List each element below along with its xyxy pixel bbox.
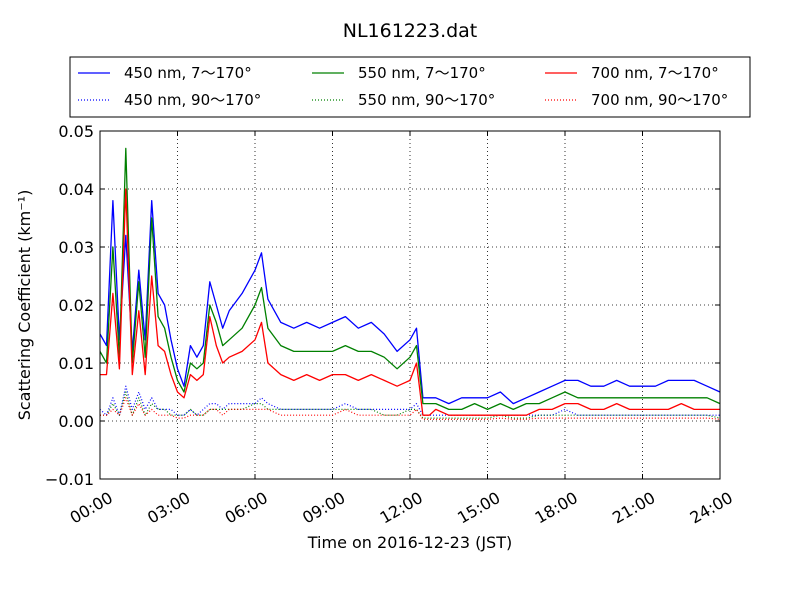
y-tick-label: 0.00 [58, 412, 94, 431]
x-tick-label: 15:00 [454, 488, 503, 528]
chart-title: NL161223.dat [343, 20, 478, 42]
x-tick-label: 24:00 [687, 488, 736, 528]
series-line-5 [100, 188, 720, 416]
series-line-2 [99, 385, 720, 416]
legend-label: 450 nm, 7～170° [124, 64, 252, 82]
legend-label: 700 nm, 90～170° [591, 91, 728, 109]
y-axis-label: Scattering Coefficient (km⁻¹) [15, 190, 34, 421]
legend-label: 550 nm, 90～170° [358, 91, 495, 109]
legend-box [69, 56, 751, 118]
x-tick-label: 03:00 [144, 488, 193, 528]
series-line-3 [99, 147, 721, 411]
x-tick-label: 00:00 [67, 488, 116, 528]
legend-label: 450 nm, 90～170° [124, 91, 261, 109]
x-tick-label: 06:00 [222, 488, 271, 528]
y-tick-label: 0.05 [58, 122, 94, 141]
x-tick-label: 18:00 [532, 488, 581, 528]
x-tick-label: 12:00 [377, 488, 426, 528]
x-tick-label: 09:00 [299, 488, 348, 528]
series-line-6 [100, 397, 721, 420]
x-tick-label: 21:00 [609, 488, 658, 528]
y-tick-label: 0.03 [58, 238, 94, 257]
plot-area [99, 147, 721, 420]
y-tick-label: 0.01 [58, 354, 94, 373]
legend-label: 700 nm, 7～170° [591, 64, 719, 82]
series-line-4 [100, 391, 721, 419]
y-tick-label: 0.02 [58, 296, 94, 315]
y-tick-label: −0.01 [45, 470, 94, 489]
x-axis-label: Time on 2016-12-23 (JST) [307, 533, 512, 552]
y-tick-label: 0.04 [58, 180, 94, 199]
legend-label: 550 nm, 7～170° [358, 64, 486, 82]
grid-lines [100, 131, 720, 479]
chart-legend: 450 nm, 7～170° 450 nm, 90～170° 550 nm, 7～1… [69, 56, 751, 118]
series-line-1 [99, 199, 721, 405]
